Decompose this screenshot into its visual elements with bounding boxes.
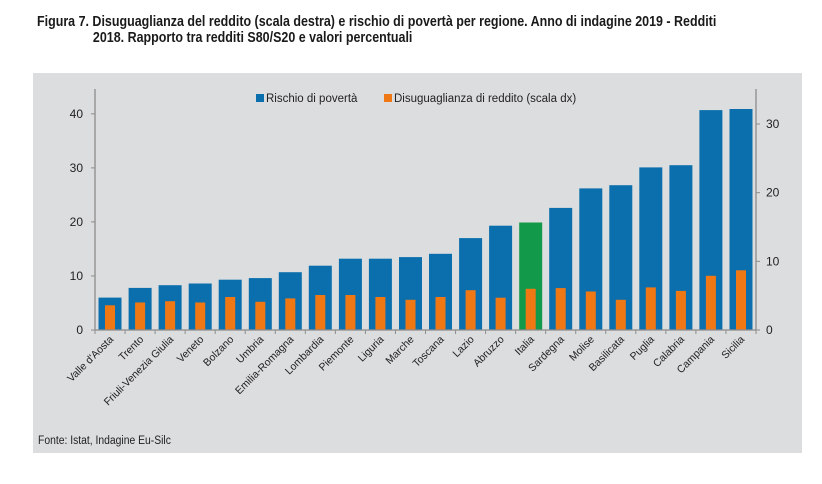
bar-disuguaglianza-lombardia — [315, 295, 326, 330]
bar-disuguaglianza-molise — [585, 291, 596, 330]
bar-disuguaglianza-veneto — [195, 302, 206, 330]
bar-rischio-sicilia — [729, 109, 753, 330]
chart-title-line1: Figura 7. Disuguaglianza del reddito (sc… — [37, 14, 717, 30]
bar-disuguaglianza-friuli-venezia-giulia — [165, 301, 176, 330]
bar-rischio-lazio — [459, 238, 483, 330]
chart-title: Figura 7. Disuguaglianza del reddito (sc… — [37, 14, 716, 46]
bar-rischio-molise — [579, 188, 603, 330]
bar-disuguaglianza-puglia — [645, 287, 656, 330]
bar-disuguaglianza-calabria — [675, 290, 686, 330]
bar-disuguaglianza-campania — [705, 275, 716, 330]
x-tick-label: Bolzano — [201, 334, 236, 369]
x-tick-label: Lazio — [450, 334, 476, 360]
bar-rischio-sardegna — [549, 207, 573, 330]
x-tick-label: Valle d'Aosta — [65, 334, 116, 385]
bar-rischio-campania — [699, 110, 723, 330]
bar-rischio-abruzzo — [489, 225, 513, 330]
chart-title-line2: 2018. Rapporto tra redditi S80/S20 e val… — [92, 30, 413, 46]
bar-rischio-marche — [399, 257, 422, 330]
legend-label-rischio: Rischio di povertà — [266, 93, 358, 105]
bar-disuguaglianza-valle-d-aosta — [105, 305, 115, 330]
legend-label-disuguaglianza: Disuguaglianza di reddito (scala dx) — [394, 93, 576, 105]
bar-disuguaglianza-sardegna — [555, 288, 566, 330]
legend: Rischio di povertà Disuguaglianza di red… — [256, 93, 576, 105]
bar-rischio-calabria — [669, 165, 693, 330]
bar-rischio-basilicata — [609, 185, 633, 330]
y-left-tick-label: 20 — [70, 215, 84, 229]
bar-disuguaglianza-trento — [135, 302, 146, 330]
y-left-tick-label: 0 — [76, 323, 83, 337]
bar-rischio-toscana — [429, 253, 452, 330]
bar-rischio-italia — [519, 222, 543, 330]
bar-disuguaglianza-liguria — [375, 297, 386, 330]
y-right-tick-label: 20 — [766, 186, 780, 200]
bar-disuguaglianza-toscana — [435, 297, 446, 330]
bar-rischio-piemonte — [338, 258, 362, 330]
bar-disuguaglianza-lazio — [465, 290, 476, 330]
x-tick-label: Abruzzo — [471, 334, 507, 370]
legend-swatch-disuguaglianza — [384, 94, 392, 102]
bar-rischio-puglia — [639, 167, 663, 330]
bar-disuguaglianza-basilicata — [615, 299, 626, 330]
y-left-tick-label: 10 — [70, 269, 84, 283]
bars-group — [98, 109, 753, 330]
y-left-tick-label: 40 — [70, 107, 84, 121]
y-right-tick-label: 30 — [766, 117, 780, 131]
bar-disuguaglianza-marche — [405, 299, 416, 330]
y-right-tick-label: 10 — [766, 254, 780, 268]
bar-rischio-liguria — [368, 258, 392, 330]
x-tick-label: Italia — [513, 334, 537, 358]
bar-disuguaglianza-emilia-romagna — [285, 298, 296, 330]
x-tick-label: Toscana — [410, 334, 446, 370]
x-tick-label: Liguria — [356, 334, 387, 365]
bar-disuguaglianza-piemonte — [345, 295, 356, 330]
bar-disuguaglianza-italia — [525, 288, 536, 330]
bar-disuguaglianza-umbria — [255, 301, 266, 330]
y-right-tick-label: 0 — [766, 323, 773, 337]
bar-disuguaglianza-bolzano — [225, 297, 236, 330]
legend-swatch-rischio — [256, 94, 264, 102]
y-left-tick-label: 30 — [70, 161, 84, 175]
x-tick-label: Sicilia — [719, 334, 747, 362]
source-note: Fonte: Istat, Indagine Eu-Silc — [38, 435, 171, 447]
bar-disuguaglianza-sicilia — [736, 270, 746, 330]
axes-group: 0 10 20 30 40 0 10 20 30 — [70, 89, 780, 337]
bar-disuguaglianza-abruzzo — [495, 297, 506, 330]
